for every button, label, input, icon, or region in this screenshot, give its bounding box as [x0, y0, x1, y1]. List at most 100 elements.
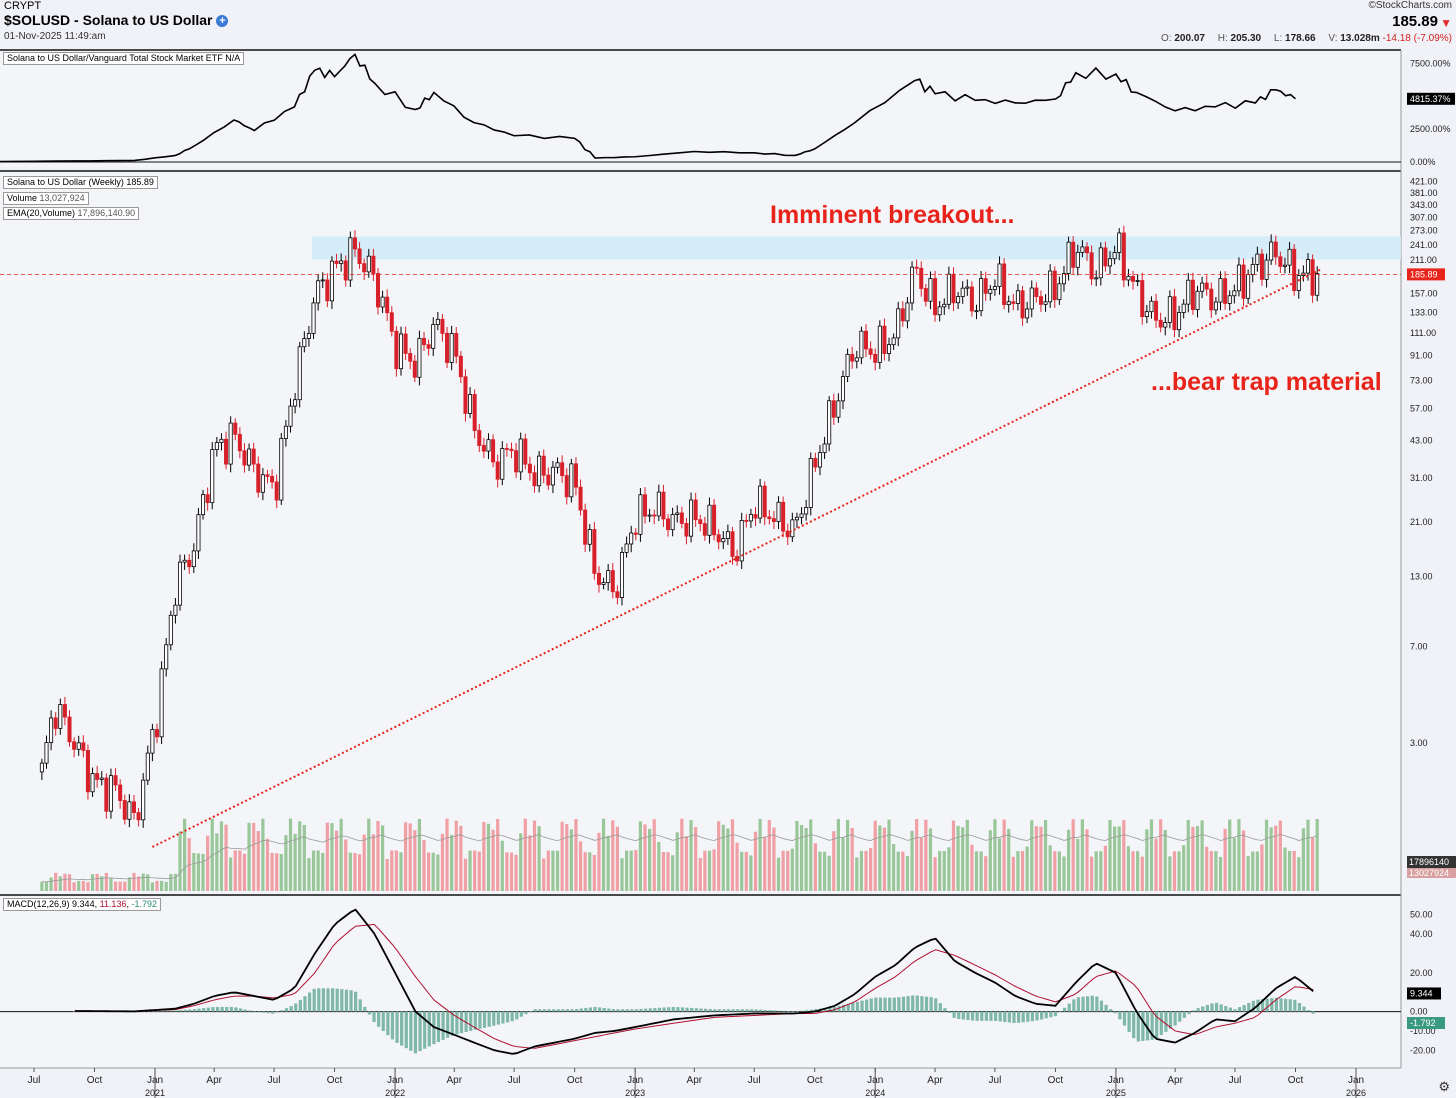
brand-logo[interactable]: ©StockCharts.com	[1368, 0, 1452, 11]
volume-bar	[49, 877, 53, 891]
candle-body	[698, 519, 703, 525]
candle-body	[1177, 312, 1182, 331]
candle-body	[956, 296, 961, 304]
symbol-title[interactable]: $SOLUSD - Solana to US Dollar +	[4, 12, 229, 28]
candle-body	[974, 310, 979, 313]
volume-bar	[717, 821, 721, 891]
high-label: H:	[1217, 33, 1228, 44]
candle-body	[1061, 273, 1066, 285]
volume-bar	[1186, 819, 1190, 891]
volume-bar	[928, 828, 933, 891]
macd-hist-bar	[998, 1011, 1002, 1022]
volume-bar	[58, 876, 62, 891]
candle-body	[343, 260, 348, 281]
macd-hist-bar	[1021, 1011, 1025, 1023]
candle-body	[799, 513, 804, 518]
volume-bar	[532, 820, 537, 891]
candle-body	[877, 325, 882, 363]
candle-body	[670, 514, 675, 531]
candle-body	[141, 779, 146, 821]
volume-bar	[592, 854, 596, 891]
macd-hist-bar	[1210, 1003, 1214, 1012]
macd-hist-bar	[897, 997, 901, 1012]
candle-body	[468, 394, 473, 414]
macd-hist-bar	[363, 1006, 367, 1012]
volume-bar	[1089, 856, 1094, 891]
candle-body	[587, 529, 592, 545]
last-price-box	[1407, 268, 1445, 281]
candle-body	[771, 518, 776, 522]
candle-body	[514, 450, 519, 473]
volume-bar	[1218, 856, 1223, 891]
volume-bar	[753, 831, 758, 891]
timestamp: 01-Nov-2025 11:49:am	[4, 31, 106, 42]
volume-bar	[164, 881, 168, 891]
volume-bar	[1126, 846, 1131, 891]
candle-body	[242, 450, 247, 466]
ohlc-readout: O: 200.07 H: 205.30 L: 178.66 V: 13.028m…	[1151, 33, 1452, 44]
volume-bar	[100, 876, 104, 891]
macd-y-tick: 20.00	[1410, 968, 1433, 978]
macd-hist-bar	[289, 1006, 293, 1012]
volume-bar	[1274, 825, 1278, 891]
volume-bar	[284, 835, 288, 891]
info-icon[interactable]: +	[216, 15, 229, 27]
macd-legend[interactable]: MACD(12,26,9) 9.344, 11.136, -1.792	[3, 898, 161, 911]
macd-hist-bar	[469, 1011, 473, 1031]
volume-bar	[440, 833, 445, 891]
volume-bar	[735, 842, 739, 891]
volume-bar	[233, 850, 237, 891]
candle-body	[1126, 275, 1131, 281]
volume-bar	[1136, 851, 1140, 891]
macd-hist-bar	[1205, 1004, 1209, 1012]
candle-body	[1052, 270, 1057, 301]
macd-hist-bar	[713, 1009, 717, 1012]
candle-body	[297, 346, 302, 401]
candle-body	[53, 717, 58, 729]
volume-legend[interactable]: Volume 13,027,924	[3, 192, 89, 205]
volume-bar	[311, 850, 316, 891]
volume-bar	[1228, 819, 1232, 891]
volume-bar	[781, 850, 785, 891]
candle-body	[1269, 241, 1274, 261]
candle-body	[385, 296, 390, 314]
candle-body	[509, 448, 514, 452]
candle-body	[840, 376, 845, 402]
volume-bar	[974, 851, 979, 891]
volume-bar	[173, 873, 178, 891]
macd-hist-bar	[266, 1011, 270, 1014]
volume-bar	[413, 830, 417, 891]
candle-body	[1158, 319, 1163, 328]
volume-bar	[109, 877, 113, 891]
volume-bar	[123, 881, 127, 891]
candle-body	[136, 812, 141, 821]
volume-bar	[1301, 828, 1305, 891]
price-legend[interactable]: Solana to US Dollar (Weekly) 185.89	[3, 176, 158, 189]
volume-bar	[1246, 856, 1250, 891]
gear-icon[interactable]: ⚙	[1438, 1079, 1450, 1094]
macd-hist-bar	[584, 1007, 588, 1012]
macd-hist-bar	[284, 1008, 289, 1012]
macd-hist-bar	[1007, 1011, 1011, 1023]
macd-hist-bar	[1191, 1010, 1196, 1012]
candle-body	[113, 775, 118, 786]
macd-hist-bar	[1182, 1011, 1186, 1018]
volume-bar	[380, 825, 385, 891]
candle-body	[1057, 283, 1062, 301]
volume-bar	[155, 880, 159, 891]
macd-hist-bar	[229, 1006, 233, 1012]
macd-hist-bar	[685, 1007, 689, 1012]
macd-hist-bar	[1196, 1008, 1200, 1012]
macd-hist-bar	[786, 1011, 791, 1012]
candle-body	[1315, 273, 1320, 296]
volume-bar	[1182, 845, 1186, 891]
x-month-label: Jul	[1229, 1075, 1242, 1086]
ratio-legend[interactable]: Solana to US Dollar/Vanguard Total Stock…	[3, 52, 245, 65]
x-year-label: 2023	[625, 1088, 645, 1098]
volume-bar	[657, 842, 661, 891]
ema-legend[interactable]: EMA(20,Volume) 17,896,140.90	[3, 207, 140, 220]
volume-bar	[468, 850, 472, 891]
volume-bar	[924, 819, 928, 891]
volume-bar	[942, 850, 946, 891]
